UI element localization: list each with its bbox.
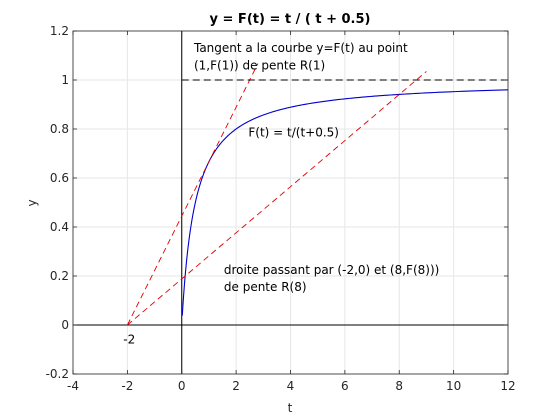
y-tick-label: 0.2: [50, 269, 69, 283]
x-tick-label: -4: [67, 379, 79, 393]
chart-title: y = F(t) = t / ( t + 0.5): [210, 12, 371, 27]
x-tick-label: 0: [178, 379, 186, 393]
zero-axes: [73, 31, 508, 374]
x-tick-label: 6: [341, 379, 349, 393]
y-tick-label: -0.2: [46, 367, 69, 381]
ticks: -4 -2 0 2 4 6 8 10 12 -0.2 0 0.2 0.4 0.6 0.8 1 1.2: [46, 24, 516, 393]
y-tick-label: 0.6: [50, 171, 69, 185]
annotation-text: -2: [123, 333, 135, 347]
x-axis-label: t: [288, 401, 293, 415]
x-tick-label: -2: [121, 379, 133, 393]
x-tick-label: 8: [395, 379, 403, 393]
x-tick-label: 4: [287, 379, 295, 393]
x-tick-label: 10: [446, 379, 461, 393]
x-tick-label: 12: [500, 379, 515, 393]
y-tick-label: 1.2: [50, 24, 69, 38]
series-layer: [126, 63, 509, 326]
y-tick-label: 1: [61, 73, 69, 87]
series-curve-line: [181, 89, 509, 316]
y-tick-label: 0: [61, 318, 69, 332]
y-tick-label: 0.8: [50, 122, 69, 136]
y-axis-label: y: [25, 199, 39, 206]
annotation-text: (1,F(1)) de pente R(1): [194, 58, 325, 72]
annotations: Tangent a la courbe y=F(t) au point (1,F(…: [123, 41, 439, 347]
x-tick-label: 2: [232, 379, 240, 393]
annotation-text: droite passant par (-2,0) et (8,F(8))): [224, 263, 439, 277]
series-secant-line: [127, 71, 427, 326]
annotation-text: F(t) = t/(t+0.5): [248, 126, 339, 140]
y-tick-label: 0.4: [50, 220, 69, 234]
annotation-text: de pente R(8): [224, 280, 307, 294]
annotation-text: Tangent a la courbe y=F(t) au point: [193, 41, 408, 55]
series-tangent-line: [126, 63, 259, 326]
